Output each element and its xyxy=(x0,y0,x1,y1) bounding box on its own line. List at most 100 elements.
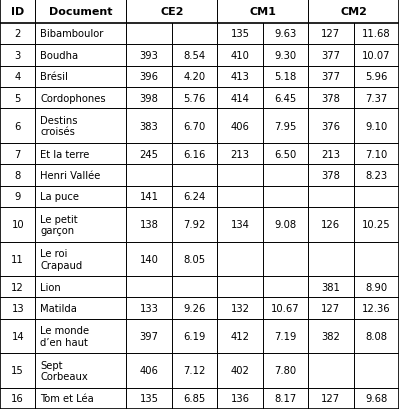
Text: 12.36: 12.36 xyxy=(362,303,391,313)
Text: 398: 398 xyxy=(140,94,158,103)
Text: 2: 2 xyxy=(14,29,21,39)
Text: 7.10: 7.10 xyxy=(365,149,387,159)
Text: 8.54: 8.54 xyxy=(184,51,205,61)
Text: 376: 376 xyxy=(321,121,340,131)
Text: 9.68: 9.68 xyxy=(365,393,387,403)
Text: 10.07: 10.07 xyxy=(362,51,391,61)
Text: 393: 393 xyxy=(140,51,158,61)
Text: 138: 138 xyxy=(140,220,158,230)
Text: 9.26: 9.26 xyxy=(183,303,206,313)
Text: 10.67: 10.67 xyxy=(271,303,300,313)
Text: ID: ID xyxy=(11,7,24,17)
Text: 6.16: 6.16 xyxy=(183,149,206,159)
Text: 412: 412 xyxy=(231,331,249,341)
Text: 6.24: 6.24 xyxy=(184,192,205,202)
Text: 135: 135 xyxy=(231,29,249,39)
Text: 8.05: 8.05 xyxy=(184,254,205,264)
Text: 9.08: 9.08 xyxy=(275,220,296,230)
Text: 6.70: 6.70 xyxy=(184,121,205,131)
Text: 6.45: 6.45 xyxy=(274,94,296,103)
Text: Document: Document xyxy=(49,7,113,17)
Text: Le petit
garçon: Le petit garçon xyxy=(40,214,78,236)
Text: Et la terre: Et la terre xyxy=(40,149,90,159)
Text: 15: 15 xyxy=(11,366,24,375)
Text: 10.25: 10.25 xyxy=(362,220,391,230)
Text: 5: 5 xyxy=(14,94,21,103)
Text: 245: 245 xyxy=(140,149,158,159)
Text: 406: 406 xyxy=(231,121,249,131)
Text: La puce: La puce xyxy=(40,192,79,202)
Text: 7.12: 7.12 xyxy=(183,366,206,375)
Text: 5.18: 5.18 xyxy=(274,72,296,82)
Text: 7.95: 7.95 xyxy=(274,121,296,131)
Text: 7.19: 7.19 xyxy=(274,331,296,341)
Text: Cordophones: Cordophones xyxy=(40,94,106,103)
Text: 413: 413 xyxy=(231,72,249,82)
Text: 10: 10 xyxy=(12,220,24,230)
Text: 414: 414 xyxy=(231,94,249,103)
Text: Le monde
d’en haut: Le monde d’en haut xyxy=(40,326,89,347)
Text: 7.80: 7.80 xyxy=(275,366,296,375)
Text: 141: 141 xyxy=(140,192,158,202)
Text: Tom et Léa: Tom et Léa xyxy=(40,393,94,403)
Text: 8.23: 8.23 xyxy=(365,171,387,181)
Text: CE2: CE2 xyxy=(160,7,184,17)
Text: 410: 410 xyxy=(231,51,249,61)
Text: 378: 378 xyxy=(322,171,340,181)
Text: 4: 4 xyxy=(15,72,21,82)
Text: 396: 396 xyxy=(140,72,158,82)
Text: Destins
croisés: Destins croisés xyxy=(40,116,78,137)
Text: 8.08: 8.08 xyxy=(365,331,387,341)
Text: 134: 134 xyxy=(231,220,249,230)
Text: 135: 135 xyxy=(140,393,158,403)
Text: CM1: CM1 xyxy=(249,7,276,17)
Text: Brésil: Brésil xyxy=(40,72,68,82)
Text: 133: 133 xyxy=(140,303,158,313)
Text: Lion: Lion xyxy=(40,282,61,292)
Text: Sept
Corbeaux: Sept Corbeaux xyxy=(40,360,88,381)
Text: Le roi
Crapaud: Le roi Crapaud xyxy=(40,248,83,270)
Text: 6.85: 6.85 xyxy=(184,393,205,403)
Text: 6.19: 6.19 xyxy=(183,331,206,341)
Text: 8.17: 8.17 xyxy=(274,393,296,403)
Text: 5.96: 5.96 xyxy=(365,72,387,82)
Text: 8.90: 8.90 xyxy=(365,282,387,292)
Text: Matilda: Matilda xyxy=(40,303,77,313)
Text: 14: 14 xyxy=(12,331,24,341)
Text: 9: 9 xyxy=(14,192,21,202)
Text: 126: 126 xyxy=(321,220,340,230)
Text: 7: 7 xyxy=(14,149,21,159)
Text: 406: 406 xyxy=(140,366,158,375)
Text: 11: 11 xyxy=(11,254,24,264)
Text: CM2: CM2 xyxy=(340,7,367,17)
Text: 397: 397 xyxy=(140,331,158,341)
Text: 136: 136 xyxy=(231,393,249,403)
Text: 132: 132 xyxy=(231,303,249,313)
Text: 8: 8 xyxy=(15,171,21,181)
Text: 6: 6 xyxy=(14,121,21,131)
Text: 9.63: 9.63 xyxy=(274,29,296,39)
Text: 9.30: 9.30 xyxy=(275,51,296,61)
Text: 213: 213 xyxy=(231,149,249,159)
Text: Bibamboulor: Bibamboulor xyxy=(40,29,104,39)
Text: Henri Vallée: Henri Vallée xyxy=(40,171,101,181)
Text: 7.37: 7.37 xyxy=(365,94,387,103)
Text: 381: 381 xyxy=(322,282,340,292)
Text: 377: 377 xyxy=(321,72,340,82)
Text: 6.50: 6.50 xyxy=(274,149,296,159)
Text: 9.10: 9.10 xyxy=(365,121,387,131)
Text: 382: 382 xyxy=(322,331,340,341)
Text: 12: 12 xyxy=(11,282,24,292)
Text: 127: 127 xyxy=(321,29,340,39)
Text: Boudha: Boudha xyxy=(40,51,78,61)
Text: 11.68: 11.68 xyxy=(362,29,391,39)
Text: 127: 127 xyxy=(321,303,340,313)
Text: 13: 13 xyxy=(12,303,24,313)
Text: 127: 127 xyxy=(321,393,340,403)
Text: 4.20: 4.20 xyxy=(184,72,205,82)
Text: 16: 16 xyxy=(11,393,24,403)
Text: 140: 140 xyxy=(140,254,158,264)
Text: 402: 402 xyxy=(231,366,249,375)
Text: 7.92: 7.92 xyxy=(183,220,206,230)
Text: 5.76: 5.76 xyxy=(183,94,206,103)
